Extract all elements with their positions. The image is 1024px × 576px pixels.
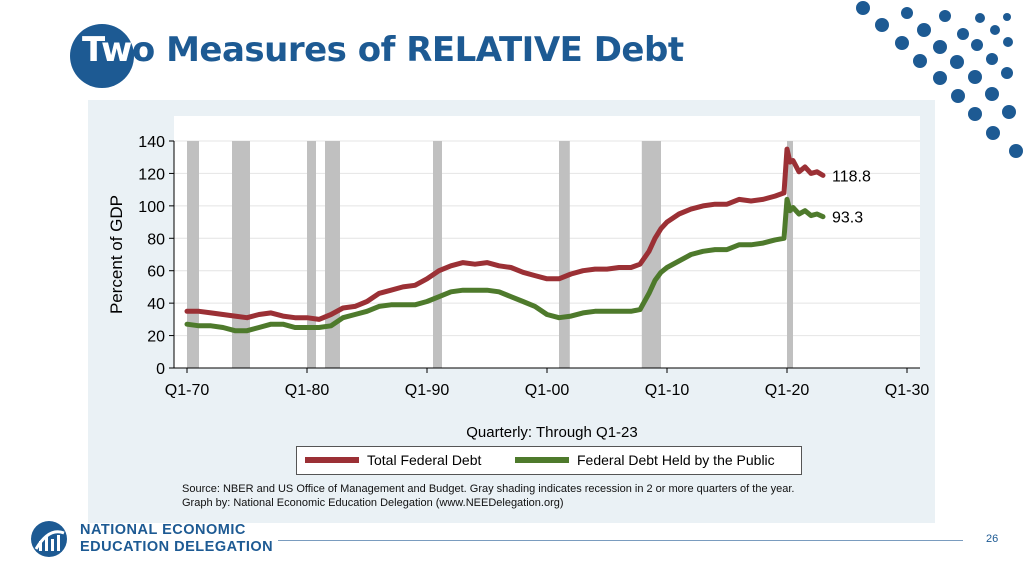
org-name: NATIONAL ECONOMIC EDUCATION DELEGATION <box>80 522 273 556</box>
y-axis-title: Percent of GDP <box>107 195 126 314</box>
x-tick-label: Q1-70 <box>165 382 210 399</box>
x-tick-label: Q1-20 <box>765 382 810 399</box>
chart-legend: Total Federal Debt Federal Debt Held by … <box>296 446 802 475</box>
y-tick-label: 40 <box>147 296 165 313</box>
legend-label-public: Federal Debt Held by the Public <box>577 452 775 468</box>
series-end-label: 93.3 <box>832 210 863 227</box>
legend-item-total: Total Federal Debt <box>305 452 481 468</box>
recession-band <box>641 141 661 368</box>
slide-title: Two Measures of RELATIVE Debt <box>82 30 684 70</box>
recession-band <box>559 141 570 368</box>
debt-line-chart: 0 20 40 60 80 100 120 140 Q1-70 Q1-80 Q1-90 Q1-00 Q1… <box>107 116 930 441</box>
footer-divider <box>278 540 963 541</box>
page-number: 26 <box>986 533 999 545</box>
legend-swatch-total <box>305 457 359 463</box>
y-tick-label: 0 <box>156 361 165 378</box>
recession-band <box>325 141 340 368</box>
x-tick-label: Q1-90 <box>405 382 450 399</box>
source-line: Source: NBER and US Office of Management… <box>182 483 795 495</box>
recession-band <box>187 141 199 368</box>
y-tick-label: 20 <box>147 329 165 346</box>
decorative-dots <box>856 1 1023 158</box>
legend-swatch-public <box>515 457 569 463</box>
x-tick-label: Q1-30 <box>885 382 930 399</box>
legend-item-public: Federal Debt Held by the Public <box>515 452 775 468</box>
series-line-1 <box>184 196 826 334</box>
slide-title-prefix: Tw <box>82 30 132 70</box>
recession-band <box>307 141 316 368</box>
plot-area <box>174 116 920 368</box>
recession-band <box>787 141 793 368</box>
recession-band <box>232 141 250 368</box>
y-tick-label: 120 <box>138 166 165 183</box>
source-note: Source: NBER and US Office of Management… <box>182 482 794 510</box>
chart-panel: 0 20 40 60 80 100 120 140 Q1-70 Q1-80 Q1-90 Q1-00 Q1… <box>88 100 935 523</box>
need-logo-icon <box>31 521 67 557</box>
org-name-line2: EDUCATION DELEGATION <box>80 539 274 555</box>
slide-title-rest: o Measures of RELATIVE Debt <box>131 30 684 70</box>
legend-label-total: Total Federal Debt <box>367 452 482 468</box>
org-name-line1: NATIONAL ECONOMIC <box>80 522 246 538</box>
recession-band <box>433 141 442 368</box>
y-tick-label: 60 <box>147 264 165 281</box>
x-axis-title: Quarterly: Through Q1-23 <box>466 424 637 441</box>
x-tick-label: Q1-00 <box>525 382 570 399</box>
credit-line: Graph by: National Economic Education De… <box>182 497 564 509</box>
y-tick-label: 100 <box>138 199 165 216</box>
series-end-label: 118.8 <box>832 168 871 185</box>
series-line-0 <box>184 146 826 322</box>
y-tick-label: 140 <box>138 134 165 151</box>
x-tick-label: Q1-10 <box>645 382 690 399</box>
y-tick-label: 80 <box>147 231 165 248</box>
x-tick-label: Q1-80 <box>285 382 330 399</box>
title-circle <box>70 24 134 88</box>
